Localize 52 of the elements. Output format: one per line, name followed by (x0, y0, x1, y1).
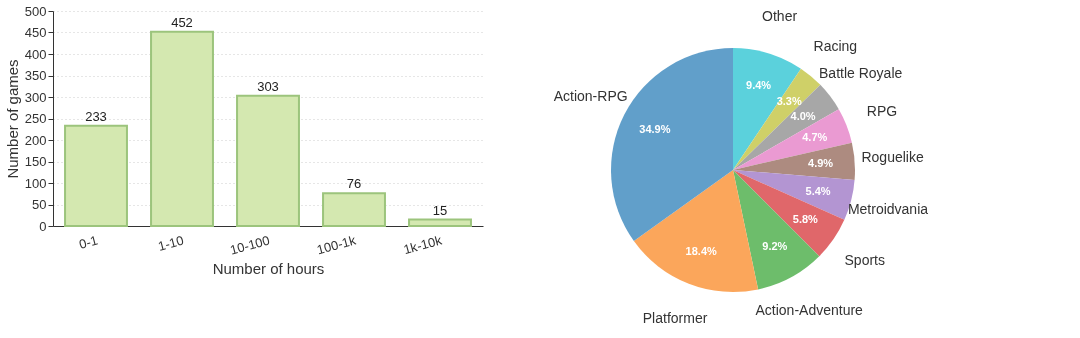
x-tick-label: 1-10 (156, 232, 186, 254)
slice-label: Roguelike (861, 149, 924, 166)
data-label: 452 (171, 14, 193, 30)
slice-label: Metroidvania (847, 200, 929, 217)
data-label: 3.3% (776, 95, 802, 108)
data-label: 34.9% (639, 122, 671, 135)
x-axis-title: Number of hours (212, 259, 325, 277)
y-tick-label: 50 (32, 197, 47, 212)
y-tick-label: 500 (24, 3, 47, 19)
y-axis-title: Number of games (3, 59, 21, 179)
y-tick-label: 400 (24, 46, 47, 62)
slice-label: Racing (813, 38, 858, 55)
slice-label: Action-Adventure (755, 301, 864, 318)
pie-slice (633, 170, 759, 292)
slice-label: Battle Royale (819, 64, 903, 81)
data-label: 9.2% (762, 240, 788, 253)
x-tick-label: 10-100 (228, 232, 272, 258)
y-tick-label: 350 (24, 68, 47, 83)
data-label: 303 (257, 78, 279, 94)
bar (64, 124, 128, 227)
y-tick-label: 150 (24, 154, 47, 169)
data-label: 9.4% (746, 78, 772, 91)
data-label: 4.7% (802, 130, 828, 143)
slice-label: RPG (866, 102, 898, 119)
slice-label: Platformer (642, 310, 708, 327)
data-label: 5.8% (792, 212, 819, 225)
x-tick-label: 1k-10k (401, 232, 444, 258)
bar (236, 94, 300, 227)
y-tick-label: 200 (24, 132, 47, 148)
slice-label: Sports (844, 251, 885, 268)
data-label: 5.4% (805, 184, 831, 197)
data-label: 4.0% (790, 110, 816, 123)
data-label: 15 (432, 202, 448, 218)
bar (150, 30, 214, 227)
y-tick-label: 450 (24, 25, 47, 40)
slice-label: Action-RPG (553, 87, 628, 104)
y-tick-label: 100 (24, 175, 47, 191)
x-tick-label: 100-1k (315, 232, 358, 258)
pie-slice (733, 109, 852, 170)
data-label: 4.9% (808, 156, 834, 169)
x-tick-label: 0-1 (77, 232, 100, 252)
slice-label: Other (762, 7, 798, 24)
y-tick-label: 300 (24, 89, 47, 105)
pie-slice (733, 142, 855, 180)
y-tick-label: 0 (39, 218, 47, 234)
y-tick-label: 250 (24, 111, 47, 126)
bar (322, 192, 386, 227)
data-label: 233 (85, 108, 107, 124)
data-label: 76 (346, 176, 362, 192)
bar (408, 218, 472, 227)
data-label: 18.4% (685, 244, 717, 257)
pie-slice (733, 170, 845, 257)
